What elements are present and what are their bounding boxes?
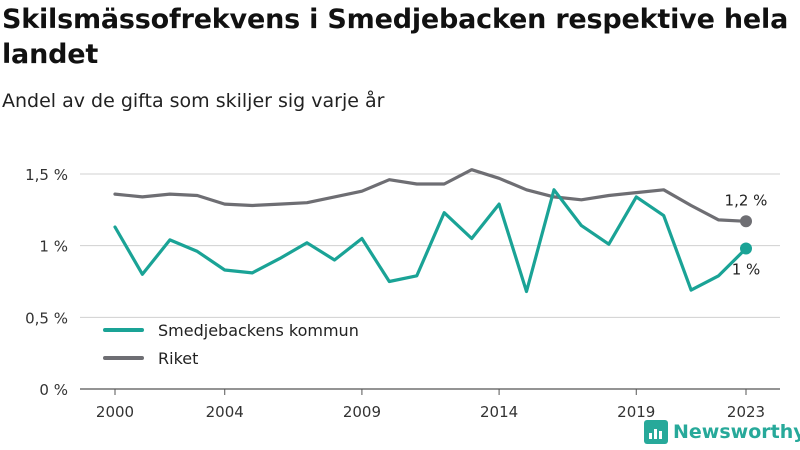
end-label-riket: 1,2 %: [725, 191, 768, 209]
x-tick-label: 2023: [727, 403, 765, 421]
legend-label: Riket: [158, 349, 198, 368]
x-tick-label: 2014: [480, 403, 518, 421]
newsworthy-logo: Newsworthy: [644, 419, 800, 445]
x-tick-label: 2019: [617, 403, 655, 421]
y-tick-label: 0,5 %: [25, 309, 68, 327]
y-tick-label: 0 %: [39, 381, 68, 399]
brand-name: Newsworthy: [673, 421, 800, 443]
end-label-smedjebacken: 1 %: [732, 261, 761, 279]
x-tick-label: 2009: [343, 403, 381, 421]
y-tick-label: 1 %: [39, 238, 68, 256]
end-point-smedjebacken: [740, 242, 752, 255]
chart-subtitle: Andel av de gifta som skiljer sig varje …: [2, 90, 385, 112]
x-tick-label: 2004: [206, 403, 244, 421]
series-line-riket: [113, 168, 748, 223]
bar-chart-icon: [644, 420, 668, 444]
x-tick-label: 2000: [96, 403, 134, 421]
y-tick-label: 1,5 %: [25, 166, 68, 184]
end-point-riket: [740, 215, 752, 228]
series-line-smedjebacken: [113, 188, 748, 294]
legend-label: Smedjebackens kommun: [158, 321, 359, 340]
chart-title: Skilsmässofrekvens i Smedjebacken respek…: [2, 4, 789, 70]
